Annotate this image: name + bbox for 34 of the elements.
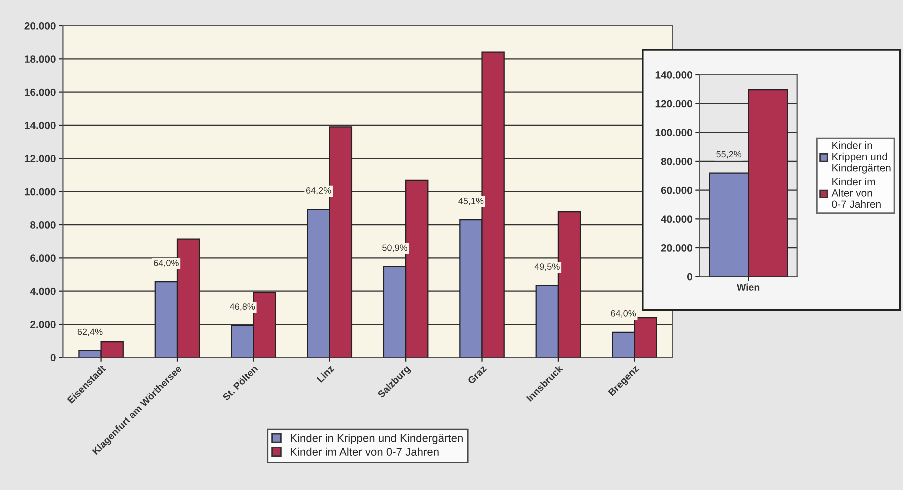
legend-label: Kinder in Krippen und Kindergärten [290,434,463,444]
annotation: 49,5% [534,264,560,272]
annotation: 45,1% [458,198,484,206]
y-tick-label: 100.000 [656,129,692,137]
y-tick-label: 6.000 [30,254,56,262]
annotation: 50,9% [382,244,408,252]
y-tick-label: 20.000 [24,22,56,30]
y-tick-label: 10.000 [25,188,56,196]
legend-label: Kinder in Krippen und Kindergärten [832,142,891,174]
y-tick-label: 140.000 [656,71,692,79]
y-tick-label: 4.000 [30,288,56,296]
x-tick-label: Wien [737,284,760,291]
y-tick-label: 14.000 [25,122,56,130]
y-tick-label: 16.000 [25,88,56,96]
annotation: 55,2% [716,151,742,159]
y-tick-label: 0 [688,273,692,281]
x-tick-label: Linz [316,364,335,383]
y-tick-label: 0 [50,354,56,362]
y-tick-label: 120.000 [656,100,692,108]
y-tick-label: 60.000 [661,186,692,194]
y-tick-label: 2.000 [30,321,56,328]
annotation: 62,4% [78,328,103,336]
annotation: 64,0% [154,260,179,268]
annotation: 46,8% [230,304,256,312]
y-tick-label: 12.000 [25,155,56,163]
y-tick-label: 8.000 [30,222,56,229]
y-tick-label: 20.000 [661,244,692,252]
y-tick-label: 40.000 [661,216,692,224]
annotation: 64,0% [611,310,636,318]
annotation: 64,2% [306,188,332,195]
y-tick-label: 18.000 [25,56,56,64]
y-tick-label: 80.000 [661,158,692,166]
legend-label: Kinder im Alter von 0-7 Jahren [832,178,881,208]
legend-label: Kinder im Alter von 0-7 Jahren [290,448,439,456]
